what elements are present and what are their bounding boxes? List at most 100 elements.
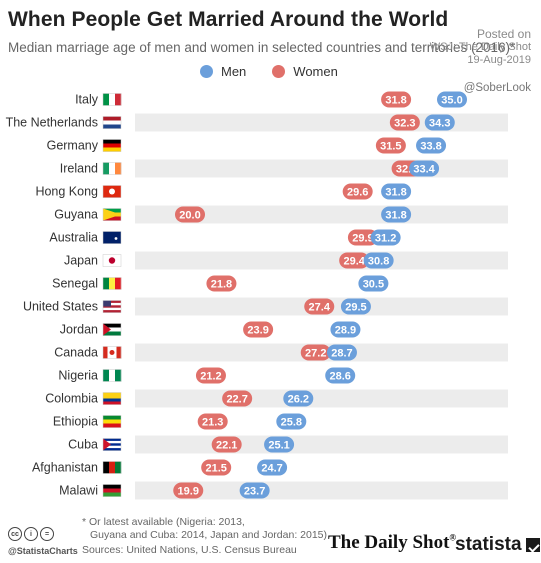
footnote-line-2: Guyana and Cuba: 2014, Japan and Jordan:… — [90, 529, 328, 541]
chart-title: When People Get Married Around the World — [8, 8, 449, 31]
category-label: Italy — [75, 93, 99, 107]
women-value-label: 21.3 — [202, 417, 223, 429]
category-label: Guyana — [54, 208, 98, 222]
men-marker: 25.8 — [276, 413, 307, 430]
women-marker: 29.4 — [339, 252, 370, 269]
daily-shot-text: The Daily Shot — [328, 532, 450, 553]
men-value-label: 31.8 — [385, 187, 406, 199]
women-pill — [197, 413, 228, 430]
row-canada: Canada 27.2 28.7 — [54, 343, 508, 362]
men-value-label: 28.9 — [335, 325, 356, 337]
row-afghanistan: Afghanistan 21.5 24.7 — [32, 459, 288, 476]
row-ireland: Ireland 32.433.4 — [60, 159, 508, 178]
men-pill — [424, 114, 455, 131]
category-label: Jordan — [60, 323, 98, 337]
canada-flag-icon — [102, 346, 122, 359]
men-value-label: 30.5 — [363, 279, 384, 291]
men-pill — [409, 160, 440, 177]
women-value-label: 27.2 — [305, 348, 326, 360]
women-pill — [222, 390, 253, 407]
women-value-label: 23.9 — [247, 325, 268, 337]
men-pill — [363, 252, 394, 269]
women-value-label: 21.8 — [211, 279, 232, 291]
men-value-label: 29.5 — [345, 302, 366, 314]
women-pill — [206, 275, 237, 292]
women-marker: 22.1 — [211, 436, 242, 453]
row-australia: Australia 29.9 31.2 — [49, 229, 401, 246]
women-pill — [304, 298, 335, 315]
men-marker: 34.3 — [424, 114, 455, 131]
women-marker: 21.5 — [201, 459, 232, 476]
category-label: Canada — [54, 346, 98, 360]
men-pill — [283, 390, 314, 407]
australia-flag-icon — [102, 231, 122, 244]
men-pill — [370, 229, 401, 246]
statista-logo: statista — [455, 534, 540, 556]
women-marker: 27.4 — [304, 298, 335, 315]
jordan-flag-icon — [102, 323, 122, 336]
men-pill — [325, 367, 356, 384]
men-marker: 24.7 — [257, 459, 288, 476]
row-stripe — [135, 251, 508, 270]
dot-plot: Italy 31.8 35.0 The Netherlands 32.3 34.3 Germ… — [6, 91, 508, 500]
legend-women-label: Women — [293, 64, 338, 79]
men-value-label: 25.8 — [281, 417, 302, 429]
ethiopia-flag-icon — [102, 415, 122, 428]
malawi-flag-icon — [102, 484, 122, 497]
women-pill — [195, 367, 226, 384]
men-value-label: 35.0 — [441, 95, 462, 107]
row-colombia: Colombia 22.7 26.2 — [45, 389, 508, 408]
men-marker: 23.7 — [239, 482, 270, 499]
women-pill — [381, 91, 412, 108]
men-value-label: 31.8 — [385, 210, 406, 222]
men-marker: 29.5 — [340, 298, 371, 315]
legend-men-dot-icon — [200, 65, 213, 78]
cuba-flag-icon — [102, 438, 122, 451]
category-label: Ireland — [60, 162, 98, 176]
women-value-label: 29.4 — [343, 256, 365, 268]
category-label: Cuba — [68, 438, 98, 452]
men-pill — [381, 183, 412, 200]
cc-icon: cc — [8, 527, 22, 541]
row-germany: Germany 31.5 33.8 — [47, 137, 447, 154]
attribution-icon: i — [24, 527, 38, 541]
legend-men-label: Men — [221, 64, 247, 79]
statista-text: statista — [455, 534, 522, 555]
legend-women-dot-icon — [272, 65, 286, 78]
men-pill — [437, 91, 467, 108]
women-marker: 31.5 — [375, 137, 406, 154]
women-value-label: 21.2 — [200, 371, 221, 383]
japan-flag-icon — [102, 254, 122, 267]
men-value-label: 28.7 — [331, 348, 352, 360]
women-pill — [201, 459, 232, 476]
men-marker: 28.6 — [325, 367, 356, 384]
men-marker: 35.0 — [437, 91, 467, 108]
women-value-label: 29.6 — [347, 187, 368, 199]
women-pill — [173, 482, 204, 499]
men-pill — [326, 344, 357, 361]
chart-subtitle: Median marriage age of men and women in … — [8, 40, 516, 55]
men-marker: 31.2 — [370, 229, 401, 246]
category-label: Afghanistan — [32, 461, 98, 475]
women-marker: 21.3 — [197, 413, 228, 430]
row-stripe — [135, 389, 508, 408]
equals-icon: = — [40, 527, 54, 541]
women-value-label: 31.8 — [385, 95, 406, 107]
statista-arrow-icon — [525, 538, 540, 552]
women-pill — [375, 137, 406, 154]
row-stripe — [135, 159, 508, 178]
row-japan: Japan 29.4 30.8 — [64, 251, 508, 270]
women-marker: 27.2 — [300, 344, 331, 361]
category-label: Nigeria — [58, 369, 98, 383]
category-label: Australia — [49, 231, 98, 245]
men-pill — [340, 298, 371, 315]
women-pill — [243, 321, 274, 338]
row-stripe — [135, 205, 508, 224]
women-value-label: 19.9 — [178, 486, 199, 498]
men-value-label: 25.1 — [268, 440, 289, 452]
men-pill — [264, 436, 295, 453]
women-pill — [389, 114, 420, 131]
men-value-label: 30.8 — [368, 256, 389, 268]
women-marker: 22.7 — [222, 390, 253, 407]
women-pill — [175, 206, 205, 223]
